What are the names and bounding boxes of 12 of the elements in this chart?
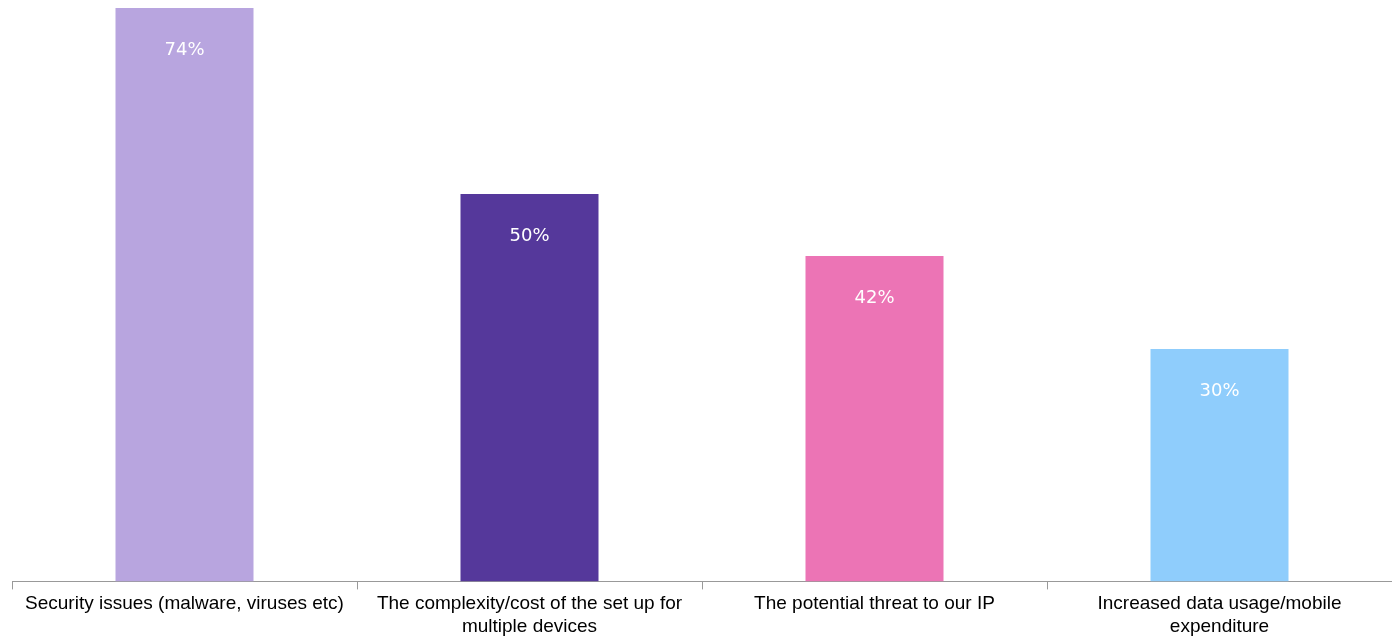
data-label: 50% (509, 223, 550, 245)
data-label: 74% (164, 37, 205, 59)
x-tick-label: Security issues (malware, viruses etc) (25, 592, 344, 614)
x-tick-label: Increased data usage/mobile expenditure (1097, 592, 1342, 636)
data-label: 42% (854, 285, 895, 307)
x-tick-label: The complexity/cost of the set up for multiple devices (376, 592, 683, 636)
bar (115, 8, 254, 582)
bar (460, 193, 599, 582)
bar (1150, 348, 1289, 582)
x-tick-label: The potential threat to our IP (754, 592, 995, 614)
bar (805, 255, 944, 582)
data-label: 30% (1199, 378, 1240, 400)
